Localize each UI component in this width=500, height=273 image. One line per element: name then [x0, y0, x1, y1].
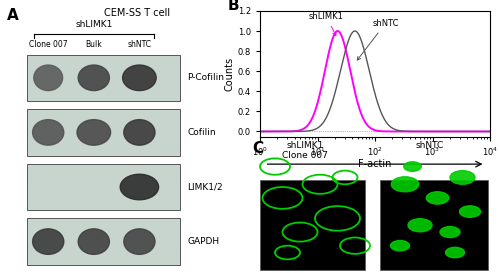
Text: Bulk: Bulk: [86, 40, 102, 49]
Text: B: B: [228, 0, 239, 13]
FancyBboxPatch shape: [380, 180, 488, 270]
Text: C: C: [252, 141, 264, 156]
FancyBboxPatch shape: [26, 218, 180, 265]
X-axis label: F-actin: F-actin: [358, 159, 392, 169]
Ellipse shape: [120, 174, 158, 200]
Circle shape: [460, 206, 480, 217]
FancyBboxPatch shape: [26, 109, 180, 156]
Ellipse shape: [124, 120, 155, 145]
Circle shape: [440, 227, 460, 238]
Ellipse shape: [77, 120, 110, 145]
Ellipse shape: [124, 229, 155, 254]
Text: A: A: [8, 8, 19, 23]
Text: CEM-SS T cell: CEM-SS T cell: [104, 8, 170, 18]
Text: shNTC: shNTC: [416, 141, 444, 150]
Text: shNTC: shNTC: [128, 40, 152, 49]
Ellipse shape: [32, 229, 64, 254]
Ellipse shape: [32, 120, 64, 145]
Text: Cofilin: Cofilin: [188, 128, 216, 137]
Circle shape: [446, 247, 464, 258]
Text: Clone 007: Clone 007: [29, 40, 68, 49]
Text: shLIMK1
Clone 007: shLIMK1 Clone 007: [282, 141, 328, 160]
Text: GAPDH: GAPDH: [188, 237, 220, 246]
Text: shLIMK1: shLIMK1: [309, 12, 344, 35]
Circle shape: [404, 162, 421, 171]
Ellipse shape: [34, 65, 62, 91]
Ellipse shape: [122, 65, 156, 91]
Text: LIMK1/2: LIMK1/2: [188, 183, 223, 191]
Circle shape: [391, 177, 419, 192]
FancyBboxPatch shape: [260, 180, 365, 270]
Text: shLIMK1: shLIMK1: [75, 20, 112, 29]
Text: shNTC: shNTC: [357, 19, 399, 60]
FancyBboxPatch shape: [26, 55, 180, 101]
Circle shape: [408, 219, 432, 232]
Y-axis label: Counts: Counts: [225, 57, 235, 91]
Text: P-Cofilin: P-Cofilin: [188, 73, 224, 82]
Circle shape: [390, 241, 409, 251]
FancyBboxPatch shape: [26, 164, 180, 210]
Circle shape: [450, 171, 475, 184]
Ellipse shape: [78, 229, 110, 254]
Ellipse shape: [78, 65, 110, 91]
Circle shape: [426, 192, 449, 204]
